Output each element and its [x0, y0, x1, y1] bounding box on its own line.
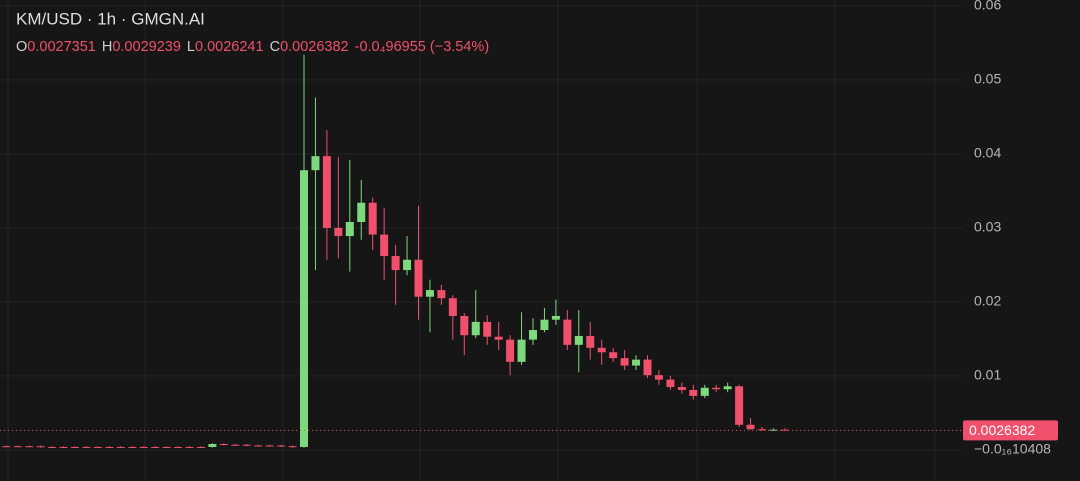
candle-body: [196, 446, 205, 448]
candle-body: [71, 446, 79, 448]
candle-body: [322, 156, 331, 228]
candle-body: [391, 256, 400, 271]
candle-body: [700, 387, 709, 396]
candle-body: [242, 444, 251, 446]
candle-body: [529, 330, 537, 340]
candle-body: [666, 379, 675, 388]
candle-body: [494, 336, 503, 340]
candle-body: [368, 202, 377, 235]
candle-body: [345, 222, 354, 237]
candle-body: [758, 429, 766, 431]
candle-body: [540, 319, 549, 331]
y-tick-label: 0.05: [974, 71, 1001, 87]
last-price-label: 0.0026382: [969, 422, 1035, 438]
chart-title: KM/USD · 1h · GMGN.AI: [16, 9, 205, 28]
candle-body: [403, 259, 412, 271]
candle-body: [208, 444, 217, 447]
candle-body: [448, 298, 457, 316]
candle-body: [357, 202, 366, 222]
candle-body: [735, 386, 744, 425]
candle-body: [48, 446, 57, 448]
candle-body: [723, 386, 732, 390]
last-price-box: [963, 420, 1058, 441]
candle-body: [380, 234, 389, 257]
change-percent: (−3.54%): [430, 39, 489, 55]
ohlc-letter: L: [187, 39, 195, 55]
ohlc-letter: H: [102, 39, 112, 55]
ohlc-legend: O0.0027351 H0.0029239 L0.0026241 C0.0026…: [16, 39, 489, 55]
y-tick-label: 0.04: [974, 145, 1001, 161]
candle-body: [460, 315, 469, 336]
candle-body: [13, 446, 22, 448]
candle-body: [437, 290, 446, 299]
candle-body: [174, 446, 183, 448]
candle-body: [586, 335, 595, 348]
candle-body: [471, 321, 480, 336]
candle-body: [574, 335, 583, 345]
y-tick-label: 0.06: [974, 0, 1001, 13]
ohlc-letter: O: [16, 39, 27, 55]
candle-body: [185, 446, 194, 448]
grid: [0, 5, 963, 451]
candle-body: [712, 387, 721, 390]
candle-body: [506, 339, 515, 362]
candle-body: [231, 444, 240, 446]
candle-body: [300, 170, 308, 447]
candle-body: [162, 446, 171, 448]
candle-body: [620, 358, 629, 366]
candle-body: [93, 446, 102, 448]
candle-body: [277, 445, 286, 447]
candle-body: [563, 319, 572, 345]
candle-body: [254, 445, 263, 447]
y-tick-label: 0.03: [974, 219, 1001, 235]
y-tick-label: −0.0₁₆10408: [974, 441, 1051, 457]
candle-body: [632, 359, 641, 366]
candle-body: [425, 290, 434, 297]
candle-body: [517, 339, 526, 362]
candle-body: [746, 424, 755, 430]
ohlc-value: 0.0026382: [280, 39, 349, 55]
ohlc-letter: C: [270, 39, 280, 55]
candle-body: [2, 446, 11, 448]
candle-body: [689, 389, 698, 396]
candle-body: [139, 446, 148, 448]
candle-body: [551, 315, 560, 320]
candle-body: [334, 227, 343, 237]
candle-body: [677, 387, 686, 390]
candle-body: [654, 375, 663, 380]
candle-body: [311, 156, 320, 171]
candle-body: [643, 359, 652, 376]
candle-body: [25, 446, 34, 448]
candle-body: [609, 352, 618, 359]
candle-body: [151, 446, 160, 448]
candle-body: [414, 259, 423, 297]
ohlc-value: 0.0026241: [195, 39, 264, 55]
candle-body: [483, 321, 492, 337]
candle-body: [597, 347, 606, 353]
candle-body: [288, 446, 297, 448]
candle-body: [219, 444, 228, 445]
overlay: −0.0₁₆10408 0.01 0.02 0.03 0.04 0.05 0.06 0.002…: [0, 0, 1058, 457]
change: -0.0₄96955: [355, 39, 426, 55]
candle-body: [36, 446, 45, 448]
candle-body: [116, 446, 125, 448]
candle-body: [769, 429, 778, 431]
ohlc-value: 0.0029239: [112, 39, 181, 55]
candle-body: [59, 446, 68, 448]
ohlc-value: 0.0027351: [27, 39, 96, 55]
candle-body: [265, 445, 274, 447]
candle-body: [105, 446, 114, 448]
y-tick-label: 0.02: [974, 293, 1001, 309]
candle-body: [128, 446, 137, 448]
y-tick-label: 0.01: [974, 367, 1001, 383]
candles: [2, 54, 789, 448]
candle-body: [82, 446, 91, 448]
